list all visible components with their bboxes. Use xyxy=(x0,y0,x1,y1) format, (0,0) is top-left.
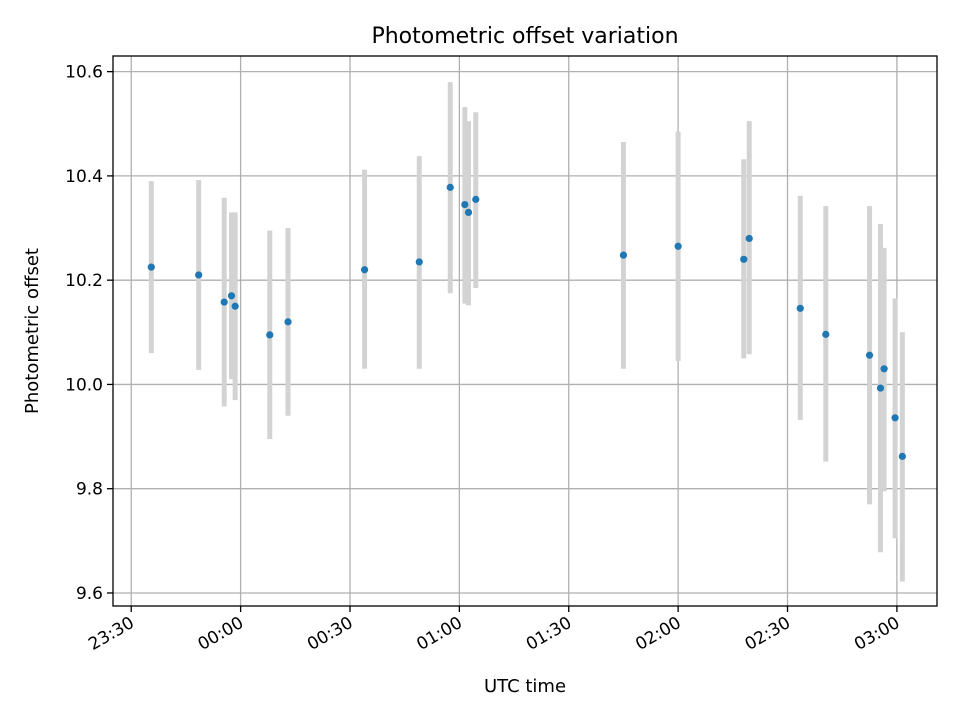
data-point xyxy=(415,258,423,266)
data-point xyxy=(796,304,804,312)
data-point xyxy=(231,302,239,310)
y-tick-label: 10.4 xyxy=(65,167,103,187)
y-tick-label: 9.8 xyxy=(76,480,103,500)
data-points xyxy=(147,183,906,460)
data-point xyxy=(461,200,469,209)
y-tick-label: 10.2 xyxy=(65,271,103,291)
data-point xyxy=(619,251,628,259)
data-point xyxy=(898,452,906,460)
data-point xyxy=(220,298,228,306)
data-point xyxy=(674,242,682,250)
data-point xyxy=(195,271,203,279)
data-point xyxy=(740,255,748,263)
data-point xyxy=(876,384,885,392)
y-axis-label: Photometric offset xyxy=(22,248,43,414)
data-point xyxy=(227,292,236,300)
plot-frame xyxy=(112,55,938,607)
data-point xyxy=(446,183,454,191)
data-point xyxy=(266,331,274,339)
y-tick-label: 9.6 xyxy=(76,584,103,604)
y-axis-ticks: 9.6 9.8 10.0 10.2 10.4 10.6 xyxy=(65,63,113,604)
data-point xyxy=(147,263,155,271)
x-axis-label: UTC time xyxy=(484,676,566,697)
data-point xyxy=(880,365,888,373)
data-point xyxy=(891,414,899,422)
data-point xyxy=(284,318,292,326)
data-point xyxy=(745,234,753,243)
data-point xyxy=(865,351,874,359)
y-tick-label: 10.0 xyxy=(65,375,103,395)
data-point xyxy=(360,266,369,274)
y-tick-label: 10.6 xyxy=(65,63,103,83)
data-point xyxy=(472,195,480,203)
chart-title: Photometric offset variation xyxy=(371,24,678,49)
data-point xyxy=(822,330,830,338)
data-point xyxy=(464,208,473,216)
